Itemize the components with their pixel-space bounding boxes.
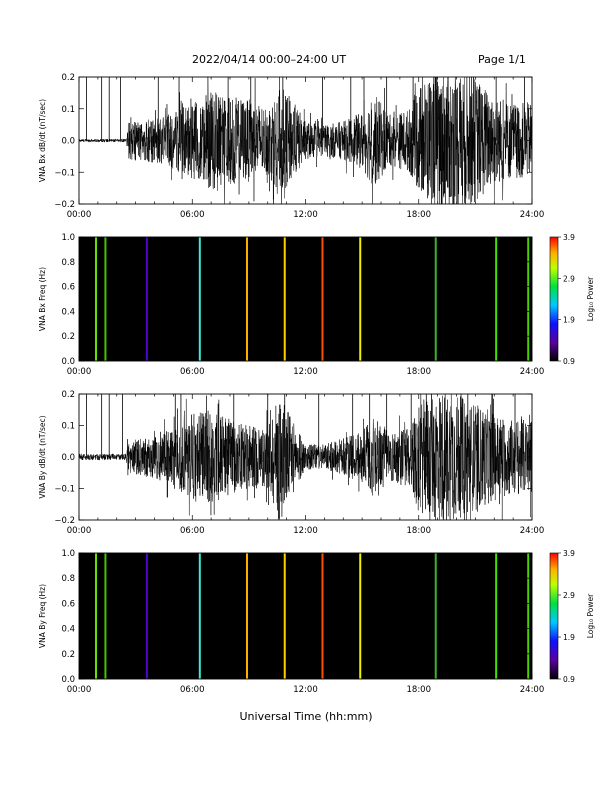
x-tick-label: 06:00 xyxy=(180,526,205,536)
figure-title: 2022/04/14 00:00–24:00 UT xyxy=(192,53,347,66)
x-tick-label: 18:00 xyxy=(407,210,432,220)
spectrogram-line xyxy=(94,553,97,679)
x-tick-label: 06:00 xyxy=(180,685,205,695)
spectrogram-line xyxy=(321,237,324,361)
y-tick-label: 0.0 xyxy=(61,357,75,367)
spectrogram-line xyxy=(321,553,324,679)
colorbar-tick-label: 2.9 xyxy=(563,591,575,600)
colorbar-tick-label: 0.9 xyxy=(563,675,575,684)
spectrogram-line xyxy=(359,553,362,679)
spectrogram-line xyxy=(434,237,437,361)
spectrogram-line xyxy=(198,553,201,679)
colorbar xyxy=(549,552,559,680)
signal-trace xyxy=(78,393,533,521)
x-tick-label: 24:00 xyxy=(520,526,545,536)
x-tick-label: 12:00 xyxy=(293,685,318,695)
y-tick-label: 0.6 xyxy=(61,283,75,293)
y-tick-label: 0.0 xyxy=(61,137,75,147)
y-tick-label: 0.2 xyxy=(61,73,75,83)
y-tick-label: 0.0 xyxy=(61,453,75,463)
y-tick-label: −0.2 xyxy=(54,516,75,526)
plot-frame xyxy=(78,236,533,362)
y-tick-label: 0.0 xyxy=(61,675,75,685)
spectrogram-line xyxy=(495,237,498,361)
x-tick-label: 06:00 xyxy=(180,367,205,377)
x-tick-label: 00:00 xyxy=(67,526,92,536)
x-axis-title: Universal Time (hh:mm) xyxy=(239,710,373,723)
spectrogram-line xyxy=(283,553,286,679)
y-tick-label: −0.1 xyxy=(54,485,75,495)
colorbar-tick-label: 0.9 xyxy=(563,357,575,366)
y-tick-label: −0.2 xyxy=(54,200,75,210)
colorbar-tick-label: 1.9 xyxy=(563,633,575,642)
spectrogram-background xyxy=(79,553,532,679)
y-tick-label: 0.2 xyxy=(61,332,75,342)
x-tick-label: 12:00 xyxy=(293,526,318,536)
x-tick-label: 12:00 xyxy=(293,367,318,377)
colorbar-label: Log₁₀ Power xyxy=(586,276,595,321)
spectrogram-line xyxy=(283,237,286,361)
y-axis-label: VNA Bx Freq (Hz) xyxy=(38,267,47,331)
spectrogram-background xyxy=(79,237,532,361)
y-tick-label: 0.4 xyxy=(61,307,75,317)
spectrogram-line xyxy=(245,553,248,679)
y-tick-label: 0.2 xyxy=(61,390,75,400)
x-tick-label: 24:00 xyxy=(520,685,545,695)
spectrogram-line xyxy=(198,237,201,361)
x-tick-label: 00:00 xyxy=(67,685,92,695)
x-tick-label: 12:00 xyxy=(293,210,318,220)
x-tick-label: 24:00 xyxy=(520,210,545,220)
x-tick-label: 06:00 xyxy=(180,210,205,220)
colorbar xyxy=(549,236,559,362)
y-tick-label: 0.1 xyxy=(61,105,75,115)
y-axis-label: VNA Bx dB/dt (nT/sec) xyxy=(38,99,47,182)
spectrogram-line xyxy=(527,237,530,361)
spectrogram-line xyxy=(145,237,148,361)
colorbar-tick-label: 1.9 xyxy=(563,316,575,325)
x-tick-label: 00:00 xyxy=(67,210,92,220)
spectrogram-line xyxy=(104,237,107,361)
y-axis-label: VNA By Freq (Hz) xyxy=(38,584,47,648)
y-axis-label: VNA By dB/dt (nT/sec) xyxy=(38,415,47,498)
plot-frame xyxy=(78,76,533,205)
colorbar-label: Log₁₀ Power xyxy=(586,593,595,638)
y-tick-label: 0.2 xyxy=(61,650,75,660)
y-tick-label: 0.8 xyxy=(61,574,75,584)
y-tick-label: 0.8 xyxy=(61,258,75,268)
y-tick-label: −0.1 xyxy=(54,168,75,178)
y-tick-label: 1.0 xyxy=(61,549,75,559)
spectrogram-line xyxy=(527,553,530,679)
colorbar-tick-label: 3.9 xyxy=(563,549,575,558)
spectrogram-line xyxy=(104,553,107,679)
colorbar-tick-label: 2.9 xyxy=(563,274,575,283)
y-tick-label: 0.6 xyxy=(61,599,75,609)
spectrogram-line xyxy=(495,553,498,679)
x-tick-label: 24:00 xyxy=(520,367,545,377)
y-tick-label: 0.1 xyxy=(61,422,75,432)
x-tick-label: 18:00 xyxy=(407,526,432,536)
spectrogram-line xyxy=(94,237,97,361)
page-indicator: Page 1/1 xyxy=(478,53,526,66)
plot-frame xyxy=(78,393,533,521)
colorbar-tick-label: 3.9 xyxy=(563,233,575,242)
spectrogram-line xyxy=(145,553,148,679)
spectrogram-line xyxy=(245,237,248,361)
signal-trace xyxy=(78,76,533,205)
x-tick-label: 00:00 xyxy=(67,367,92,377)
spectrogram-line xyxy=(359,237,362,361)
y-tick-label: 0.4 xyxy=(61,625,75,635)
plot-frame xyxy=(78,552,533,680)
x-tick-label: 18:00 xyxy=(407,685,432,695)
x-tick-label: 18:00 xyxy=(407,367,432,377)
spectrogram-line xyxy=(434,553,437,679)
y-tick-label: 1.0 xyxy=(61,233,75,243)
